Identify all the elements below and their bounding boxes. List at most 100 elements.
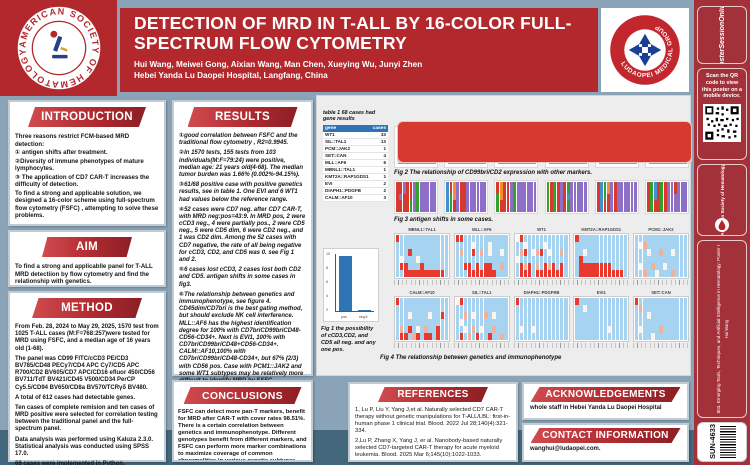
fig2-caption: Fig 2 The relationship of CD99bri/CD2 ex… — [394, 170, 593, 176]
conclusions-title: CONCLUSIONS — [202, 389, 283, 402]
fig4-panel: PCM1::JAK2 — [633, 227, 689, 285]
fig1-x-label: pos — [340, 315, 347, 319]
presenter-name: Hui Wang — [723, 319, 729, 339]
references-title: REFERENCES — [397, 389, 469, 400]
gene-cell: PCM::JAK2 — [323, 145, 371, 153]
ash-seal-logo: AMERICAN SOCIETY OF HEMATOLOGY ★ — [16, 5, 100, 90]
blue-cross-icon — [628, 33, 662, 67]
results-item: ⑤6 cases lost cCD3, 2 cases lost both CD… — [179, 267, 301, 288]
aim-title: AIM — [76, 241, 98, 253]
introduction-title: INTRODUCTION — [41, 111, 133, 123]
section-conclusions: CONCLUSIONS FSFC can detect more pan-T m… — [172, 380, 313, 462]
results-item: ②In 1570 tests, 155 tests from 103 indiv… — [179, 150, 304, 178]
fig4-row1: MBNL1::TAL1 MLL::AF6 WT1 KMT2A::RAP1GDS1 PCM… — [394, 227, 689, 285]
microscope-icon — [49, 30, 68, 59]
poster-title-line1: DETECTION OF MRD IN T-ALL BY 16-COLOR FU… — [134, 13, 572, 33]
results-body: ①good correlation between FSFC and the t… — [174, 130, 311, 391]
session-title-text: 803. Emerging Tools, Techniques, and Art… — [715, 244, 721, 414]
gene-cell: WT1 — [323, 131, 371, 139]
table-row: KMT2A::RAP1GDS1 1 — [323, 173, 388, 181]
section-results: RESULTS ①good correlation between FSFC a… — [172, 100, 313, 384]
fig2-mini-chart — [397, 121, 692, 168]
table-row: PCM::JAK2 1 — [323, 145, 388, 153]
fig1-y-axis: 10 8 6 4 2 — [326, 252, 330, 312]
fig4-panel: WT1 — [513, 227, 570, 285]
table-row: WT1 33 — [323, 131, 388, 139]
introduction-line: ③ The application of CD7 CAR-T increases… — [15, 173, 150, 189]
fig4-panel-title: PCM1::JAK2 — [648, 227, 674, 232]
cases-cell: 33 — [370, 131, 388, 139]
method-item: The panel was CD99 FITC/cCD3 PE/CD3 BV78… — [15, 355, 155, 391]
ash-corner-panel: AMERICAN SOCIETY OF HEMATOLOGY ★ — [0, 0, 117, 96]
fig3-grid — [644, 180, 689, 214]
fig4-x-labels — [394, 342, 450, 348]
qr-code — [703, 104, 741, 142]
table1-container: table 1 68 cases had gene results gene c… — [323, 110, 388, 202]
fig1-caption: Fig 1 the possibility of cCD3,CD2, and C… — [321, 326, 376, 353]
table-row: SET::CAN 4 — [323, 152, 388, 160]
method-item: 68 cases were implemented in Python. — [15, 461, 125, 465]
contact-header: CONTACT INFORMATION — [530, 428, 681, 443]
fig1-bar — [339, 255, 352, 311]
method-item: From Feb. 28, 2024 to May 29, 2025, 1570… — [15, 324, 159, 352]
section-aim: AIM To find a strong and applicablle pan… — [8, 230, 166, 287]
section-contact: CONTACT INFORMATION wanghui@ludaopei.com… — [522, 423, 689, 462]
fig4-caption: Fig 4 The relationship between genetics … — [380, 355, 562, 361]
introduction-body: Three reasons restrict FCM-based MRD det… — [10, 130, 164, 224]
title-banner: DETECTION OF MRD IN T-ALL BY 16-COLOR FU… — [120, 8, 598, 92]
gene-table-header-cases: cases — [370, 124, 388, 132]
section-introduction: INTRODUCTION Three reasons restrict FCM-… — [8, 100, 166, 226]
fig4-panel-title: MBNL1::TAL1 — [408, 227, 436, 232]
results-item: ③61/68 positive case with positive genet… — [179, 182, 303, 203]
aim-header: AIM — [42, 237, 132, 257]
fig1-y-tick: 4 — [326, 294, 328, 298]
fig4-panel: MBNL1::TAL1 — [394, 227, 450, 285]
introduction-line: Three reasons restrict FCM-based MRD det… — [15, 133, 130, 148]
references-body: 1, Lu P, Liu Y, Yang J,et al. Naturally … — [350, 404, 516, 465]
poster-title-line2: SPECTRUM FLOW CYTOMETRY — [134, 32, 407, 53]
method-body: From Feb. 28, 2024 to May 29, 2025, 1570… — [10, 321, 164, 465]
sidebar: PosterSessionOnline Scan the QR code to … — [694, 0, 750, 465]
table-row: MLL::AF6 6 — [323, 159, 388, 167]
fig4-x-labels — [633, 342, 689, 348]
sidebar-session-segment: 803. Emerging Tools, Techniques, and Art… — [697, 240, 747, 418]
section-references: REFERENCES 1, Lu P, Liu Y, Yang J,et al.… — [348, 382, 518, 462]
introduction-header: INTRODUCTION — [28, 107, 146, 127]
poster-authors: Hui Wang, Meiwei Gong, Aixian Wang, Man … — [134, 60, 423, 70]
results-title: RESULTS — [215, 111, 270, 123]
section-method: METHOD From Feb. 28, 2024 to May 29, 202… — [8, 291, 166, 465]
barcode — [720, 426, 736, 458]
fig3-grid — [544, 180, 589, 214]
reference-item: 1, Lu P, Liu Y, Yang J,et al. Naturally … — [355, 407, 511, 434]
reference-item: 2,Lu P, Zhang X, Yang J, er al. Nanobody… — [355, 437, 503, 458]
results-item: ⑥The relationship between genetics and i… — [179, 291, 304, 384]
method-header: METHOD — [32, 298, 142, 318]
fig4-panel: CALM::AF10 — [394, 290, 450, 348]
fig4-panel: SIL::TAL1 — [453, 290, 510, 348]
fig4-panel: DIAPH1::PDGFRB — [513, 290, 570, 348]
introduction-line: ① antigen shifts after treatment. — [15, 149, 108, 157]
postersessiononline-logo: PosterSessionOnline — [718, 6, 726, 64]
gene-cell: EVI — [323, 180, 371, 188]
table-row: SIL::TAL1 13 — [323, 138, 388, 146]
results-item: ④52 cases were CD7 neg. after CD7 CAR-T,… — [179, 206, 306, 263]
method-title: METHOD — [61, 302, 113, 314]
fig4-row2: CALM::AF10 SIL::TAL1 DIAPH1::PDGFRB EVI1 SET… — [394, 290, 689, 348]
fig4-panel: MLL::AF6 — [453, 227, 510, 285]
gene-cell: CALM::AF10 — [323, 194, 371, 202]
cases-cell: 4 — [370, 152, 388, 160]
table-row: CALM::AF10 3 — [323, 194, 388, 202]
sidebar-code-segment: SUN-4633 — [697, 422, 747, 462]
fig4-x-labels — [573, 342, 630, 348]
fig4-x-labels — [513, 342, 570, 348]
cases-cell: 1 — [370, 173, 388, 181]
method-item: Data analysis was performed using Kaluza… — [15, 436, 154, 457]
conclusions-header: CONCLUSIONS — [183, 387, 302, 404]
cases-cell: 3 — [370, 194, 388, 202]
introduction-line: To find a strong and applicable solution… — [15, 189, 159, 220]
section-acknowledgements: ACKNOWLEDGEMENTS whole staff in Hebei Ya… — [522, 382, 689, 420]
gene-table-body: WT1 33 SIL::TAL1 13 PCM::JAK2 1 SET::CAN… — [323, 131, 388, 202]
fig4-panel-title: EVI1 — [596, 290, 606, 295]
qr-instruction-text: Scan the QR code to view this poster on … — [701, 73, 743, 100]
gene-cell: SET::CAN — [323, 152, 371, 160]
